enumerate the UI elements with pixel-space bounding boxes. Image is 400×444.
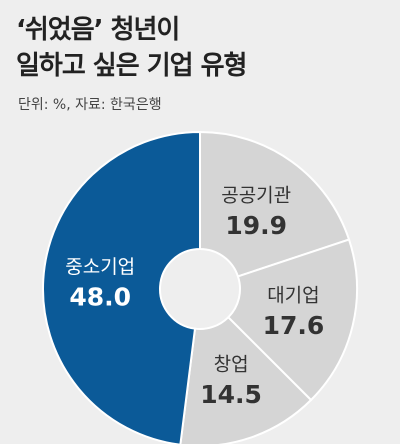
value-label: 19.9 xyxy=(225,211,287,240)
slice-label: 중소기업 xyxy=(65,256,135,278)
value-label: 14.5 xyxy=(200,380,262,409)
chart-title: ‘쉬었음’ 청년이 일하고 싶은 기업 유형 xyxy=(16,15,247,81)
value-label: 17.6 xyxy=(263,311,325,340)
value-label: 48.0 xyxy=(69,283,131,312)
chart-subtitle: 단위: %, 자료: 한국은행 xyxy=(18,97,162,113)
slice xyxy=(199,130,351,278)
slice xyxy=(42,130,201,444)
slice-label: 공공기관 xyxy=(221,185,291,207)
slice-label: 창업 xyxy=(214,353,249,375)
slice-label: 대기업 xyxy=(267,285,319,307)
slice xyxy=(226,238,358,402)
slice xyxy=(179,315,313,444)
